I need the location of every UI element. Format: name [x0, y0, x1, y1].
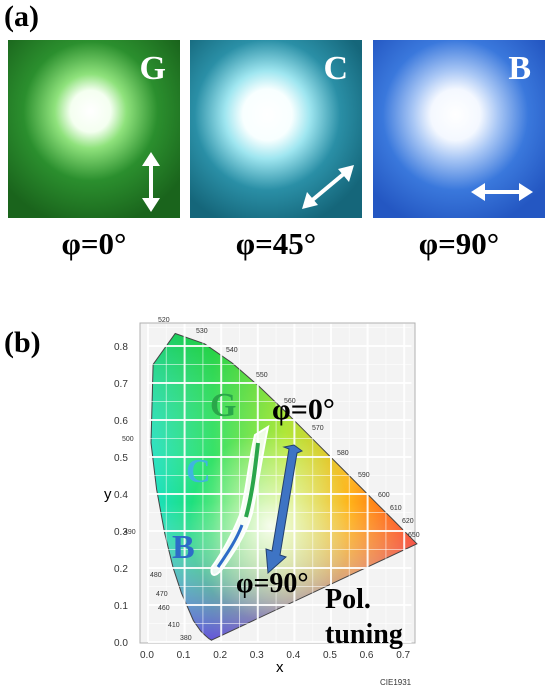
- wavelength-labels: 520 530 540 550 560 570 580 590 600 610 …: [122, 317, 420, 642]
- x-tick-label: 0.0: [140, 650, 154, 661]
- tile-blue: B: [373, 40, 545, 218]
- x-tick-label: 0.3: [250, 650, 264, 661]
- x-tick-labels: 0.0 0.1 0.2 0.3 0.4 0.5 0.6 0.7: [140, 650, 411, 661]
- wl-470: 470: [156, 591, 168, 598]
- y-tick-label: 0.3: [114, 527, 128, 538]
- tile-letter-c: C: [323, 50, 348, 87]
- x-tick-label: 0.1: [177, 650, 191, 661]
- wl-500: 500: [122, 436, 134, 443]
- y-tick-label: 0.5: [114, 453, 128, 464]
- tile-letter-g: G: [139, 50, 166, 87]
- wl-580: 580: [337, 450, 349, 457]
- polarization-tuning-arrow-icon: [265, 444, 304, 575]
- wl-600: 600: [378, 492, 390, 499]
- wl-620: 620: [402, 518, 414, 525]
- tile-green: G: [8, 40, 180, 218]
- phi-label-0: φ=0°: [61, 226, 127, 261]
- wl-380: 380: [180, 635, 192, 642]
- trace-blue-segment: [216, 524, 244, 568]
- phi-label-90: φ=90°: [418, 226, 500, 261]
- diagonal-double-arrow-icon: [302, 165, 354, 209]
- blue-emission-image: [373, 40, 545, 218]
- y-tick-label: 0.0: [114, 638, 128, 649]
- y-tick-label: 0.1: [114, 601, 128, 612]
- phi-top-annotation: φ=0°: [272, 393, 335, 426]
- x-tick-label: 0.6: [360, 650, 374, 661]
- wl-460: 460: [158, 605, 170, 612]
- y-tick-labels: 0.0 0.1 0.2 0.3 0.4 0.5 0.6 0.7 0.8: [114, 342, 128, 649]
- cie-chromaticity-diagram: 0.0 0.1 0.2 0.3 0.4 0.5 0.6 0.7 0.8 0.0 0.1 0.2 0.3…: [104, 317, 420, 687]
- wl-570: 570: [312, 425, 324, 432]
- trace-green-segment: [244, 442, 260, 518]
- point-label-c: C: [186, 453, 211, 490]
- wl-590: 590: [358, 472, 370, 479]
- y-tick-label: 0.2: [114, 564, 128, 575]
- wl-560: 560: [284, 398, 296, 405]
- y-tick-label: 0.8: [114, 342, 128, 353]
- tile-letter-b: B: [508, 50, 531, 87]
- grid-lines: [147, 323, 412, 643]
- cyan-emission-image: [190, 40, 362, 218]
- wl-610: 610: [390, 505, 402, 512]
- x-tick-label: 0.7: [396, 650, 410, 661]
- spectral-locus-outline: [150, 332, 418, 641]
- y-tick-label: 0.4: [114, 490, 128, 501]
- pol-label: Pol.: [325, 584, 371, 615]
- phi-label-45: φ=45°: [235, 226, 317, 261]
- panel-b-label: (b): [4, 326, 41, 359]
- horizontal-double-arrow-icon: [471, 183, 533, 201]
- wl-530: 530: [196, 328, 208, 335]
- cie-footer: CIE1931: [380, 678, 412, 687]
- phi-bottom-annotation: φ=90°: [236, 568, 309, 599]
- wl-650: 650: [408, 532, 420, 539]
- x-axis-label: x: [276, 659, 284, 676]
- x-tick-label: 0.2: [213, 650, 227, 661]
- point-label-b: B: [172, 529, 195, 566]
- wl-520: 520: [158, 317, 170, 324]
- tuning-label: tuning: [325, 619, 403, 650]
- tile-cyan: C: [190, 40, 362, 218]
- x-tick-label: 0.5: [323, 650, 337, 661]
- wl-410: 410: [168, 622, 180, 629]
- wl-540: 540: [226, 347, 238, 354]
- y-tick-label: 0.7: [114, 379, 128, 390]
- vertical-double-arrow-icon: [142, 152, 160, 212]
- point-label-g: G: [210, 387, 236, 424]
- y-tick-label: 0.6: [114, 416, 128, 427]
- x-tick-label: 0.4: [286, 650, 300, 661]
- panel-a-label: (a): [4, 0, 39, 33]
- wl-490: 490: [124, 529, 136, 536]
- wl-480: 480: [150, 572, 162, 579]
- y-axis-label: y: [104, 486, 112, 503]
- wl-550: 550: [256, 372, 268, 379]
